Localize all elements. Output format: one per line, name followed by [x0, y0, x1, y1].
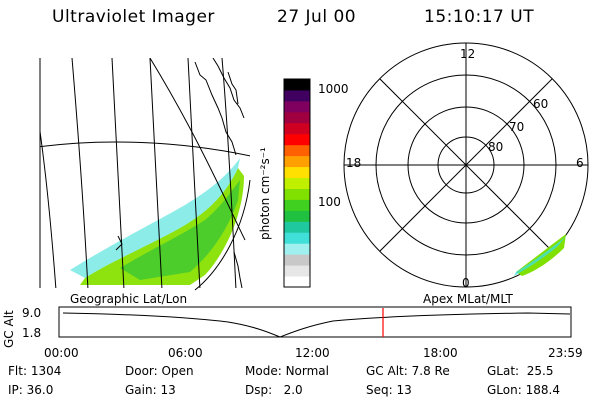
timeline-xtick-12: 12:00	[295, 346, 330, 360]
lat-label-80: 80	[488, 140, 504, 154]
mlt-label-18: 18	[346, 156, 362, 170]
lat-label-70: 70	[509, 120, 525, 134]
colorbar-stripe	[284, 188, 310, 200]
info-dsp: Dsp: 2.0	[245, 383, 303, 397]
colorbar-stripe	[284, 243, 310, 255]
colorbar-stripe	[284, 276, 310, 288]
colorbar-stripe	[284, 155, 310, 168]
info-seq: Seq: 13	[366, 383, 412, 397]
info-ip: IP: 36.0	[8, 383, 54, 397]
info-mode: Mode: Normal	[245, 364, 329, 378]
colorbar-stripe	[284, 122, 310, 135]
lat-label-60: 60	[533, 97, 549, 111]
colorbar	[283, 78, 311, 288]
timeline-ytick-9: 9.0	[22, 306, 42, 320]
colorbar-stripe	[284, 89, 310, 102]
colorbar-unit-label: photon cm⁻²s⁻¹	[258, 147, 272, 240]
timeline-xtick-06: 06:00	[168, 346, 203, 360]
colorbar-stripe	[284, 199, 310, 211]
info-flt: Flt: 1304	[8, 364, 62, 378]
colorbar-stripe	[284, 177, 310, 189]
info-gcalt: GC Alt: 7.8 Re	[366, 364, 450, 378]
mlt-label-6: 6	[576, 156, 584, 170]
colorbar-stripe	[284, 144, 310, 157]
apex-polar-plot	[343, 42, 589, 288]
geo-map-content	[40, 58, 250, 288]
apex-panel-label: Apex MLat/MLT	[423, 292, 513, 306]
timeline-xtick-18: 18:00	[423, 346, 458, 360]
colorbar-stripe	[284, 210, 310, 222]
colorbar-stripe	[284, 221, 310, 233]
coastline	[115, 58, 245, 288]
colorbar-stripe	[284, 133, 310, 146]
image-date: 27 Jul 00	[277, 7, 357, 27]
colorbar-tick-1000: 1000	[318, 82, 349, 96]
timeline-ytick-1-8: 1.8	[22, 326, 42, 340]
mlt-label-12: 12	[460, 47, 476, 61]
info-glon: GLon: 188.4	[487, 383, 560, 397]
colorbar-tick-100: 100	[318, 195, 341, 209]
info-glat: GLat: 25.5	[487, 364, 554, 378]
colorbar-stripe	[284, 232, 310, 244]
image-time: 15:10:17 UT	[424, 7, 535, 27]
colorbar-stripe	[284, 100, 310, 113]
timeline-xtick-00: 00:00	[44, 346, 79, 360]
colorbar-stripe	[284, 166, 310, 179]
colorbar-stripe	[284, 254, 310, 266]
colorbar-stripe	[284, 265, 310, 277]
altitude-timeline	[58, 306, 572, 338]
timeline-ylabel: GC Alt	[2, 310, 16, 348]
info-door: Door: Open	[125, 364, 194, 378]
geo-panel-label: Geographic Lat/Lon	[70, 292, 188, 306]
polar-diag-2	[379, 78, 553, 252]
info-gain: Gain: 13	[125, 383, 176, 397]
colorbar-stripe	[284, 111, 310, 124]
colorbar-stripe	[284, 79, 310, 91]
instrument-title: Ultraviolet Imager	[52, 7, 215, 27]
mlt-label-0: 0	[462, 276, 470, 290]
timeline-xtick-2359: 23:59	[548, 346, 583, 360]
altitude-curve	[62, 312, 571, 338]
